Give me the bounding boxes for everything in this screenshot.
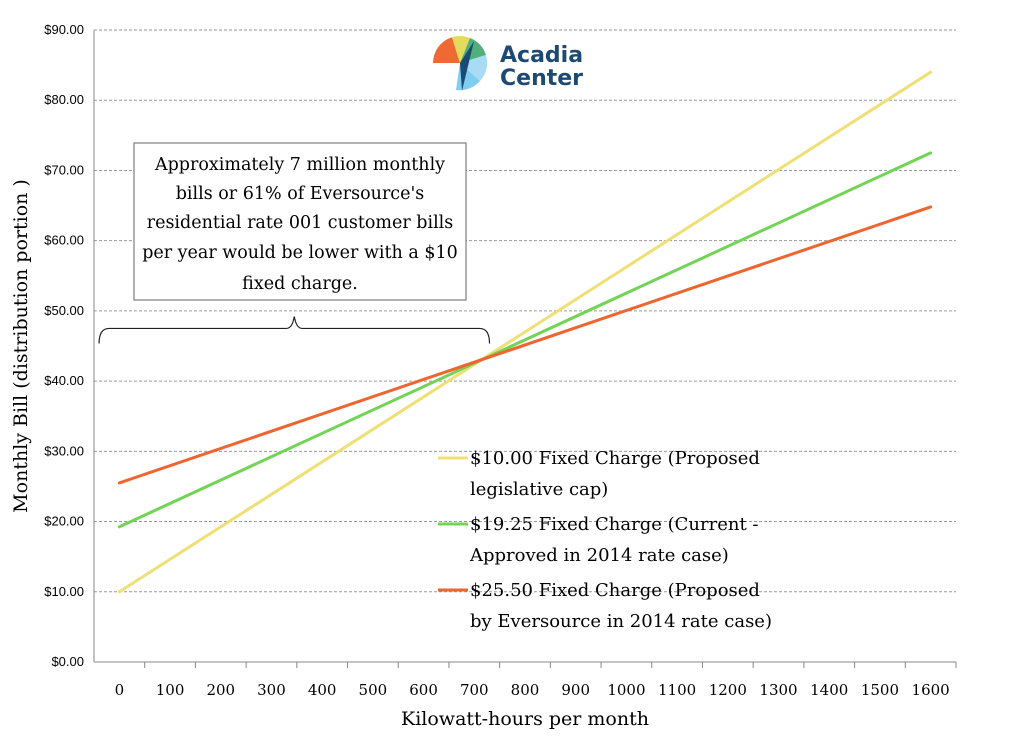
y-axis-title: Monthly Bill (distribution portion ) bbox=[10, 179, 32, 513]
bracket bbox=[98, 316, 491, 344]
annotation-line: fixed charge. bbox=[242, 274, 358, 294]
x-tick-label: 800 bbox=[511, 681, 540, 699]
x-tick-label: 1600 bbox=[912, 681, 950, 699]
y-tick-label: $60.00 bbox=[44, 233, 84, 248]
y-tick-label: $20.00 bbox=[44, 514, 84, 529]
x-tick-label: 300 bbox=[257, 681, 286, 699]
x-tick-label: 500 bbox=[359, 681, 388, 699]
series-line bbox=[117, 151, 933, 529]
legend-label: legislative cap) bbox=[470, 479, 608, 500]
x-tick-labels: 0 100 200 300 400 500 600 700 800 900 1000 1100 1200… bbox=[115, 681, 950, 699]
y-tick-label: $90.00 bbox=[44, 22, 84, 37]
y-tick-label: $80.00 bbox=[44, 92, 84, 107]
axes bbox=[93, 30, 957, 668]
x-tick-label: 1500 bbox=[861, 681, 899, 699]
annotation-box bbox=[133, 142, 467, 301]
y-tick-label: $40.00 bbox=[44, 373, 84, 388]
series-line bbox=[117, 70, 933, 594]
legend-label: Approved in 2014 rate case) bbox=[469, 545, 729, 566]
x-tick-label: 1100 bbox=[658, 681, 696, 699]
leaf-icon bbox=[433, 36, 488, 91]
logo-line-1: Acadia bbox=[500, 43, 583, 68]
series-line bbox=[117, 205, 933, 485]
y-tick-label: $0.00 bbox=[51, 654, 84, 669]
legend-label: $10.00 Fixed Charge (Proposed bbox=[470, 448, 760, 469]
y-tick-label: $30.00 bbox=[44, 443, 84, 458]
x-tick-label: 1200 bbox=[709, 681, 747, 699]
x-tick-label: 1000 bbox=[607, 681, 645, 699]
y-tick-label: $10.00 bbox=[44, 584, 84, 599]
x-tick-label: 700 bbox=[460, 681, 489, 699]
annotation-line: Approximately 7 million monthly bbox=[154, 155, 445, 175]
series-lines bbox=[117, 70, 933, 594]
legend-label: $25.50 Fixed Charge (Proposed bbox=[470, 580, 760, 601]
legend-label: by Eversource in 2014 rate case) bbox=[470, 611, 772, 632]
acadia-center-logo: Acadia Center bbox=[433, 36, 583, 91]
annotation-line: residential rate 001 customer bills bbox=[147, 213, 454, 233]
x-tick-label: 400 bbox=[308, 681, 337, 699]
x-tick-label: 100 bbox=[156, 681, 185, 699]
annotation: Approximately 7 million monthly bills or… bbox=[98, 142, 491, 344]
logo-line-2: Center bbox=[500, 66, 583, 91]
y-tick-label: $50.00 bbox=[44, 303, 84, 318]
grid-lines bbox=[94, 29, 956, 593]
x-tick-label: 1300 bbox=[759, 681, 797, 699]
x-tick-label: 600 bbox=[409, 681, 438, 699]
x-tick-label: 900 bbox=[561, 681, 590, 699]
y-tick-label: $70.00 bbox=[44, 162, 84, 177]
annotation-line: per year would be lower with a $10 bbox=[142, 243, 458, 263]
annotation-line: bills or 61% of Eversource's bbox=[176, 184, 425, 204]
legend: $10.00 Fixed Charge (Proposed legislative… bbox=[438, 448, 772, 632]
x-tick-label: 200 bbox=[206, 681, 235, 699]
x-tick-label: 0 bbox=[115, 681, 125, 699]
x-axis-title: Kilowatt-hours per month bbox=[401, 708, 649, 730]
y-tick-labels: $0.00 $10.00 $20.00 $30.00 $40.00 $50.00 $60.0… bbox=[44, 22, 84, 669]
legend-label: $19.25 Fixed Charge (Current - bbox=[470, 514, 758, 535]
x-tick-label: 1400 bbox=[810, 681, 848, 699]
